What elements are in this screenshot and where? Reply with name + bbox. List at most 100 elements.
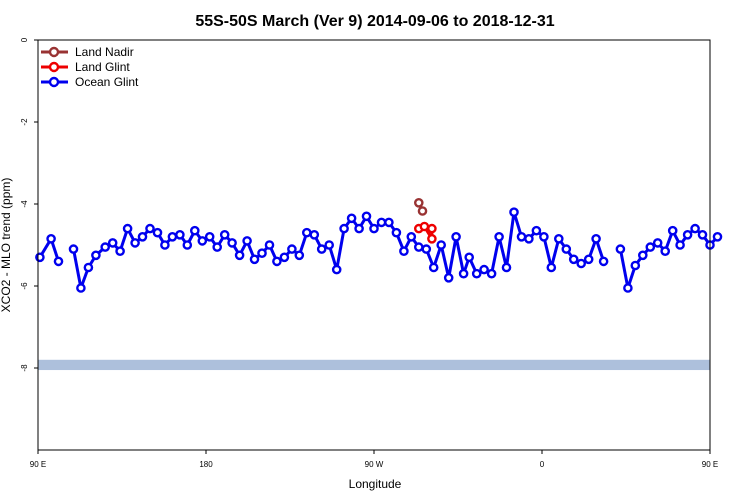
series-land-glint (413, 221, 437, 244)
data-point (486, 268, 497, 279)
x-tick-label: 180 (199, 460, 213, 469)
data-point (546, 262, 557, 273)
data-point (107, 238, 118, 248)
data-point (189, 225, 200, 236)
legend-label: Ocean Glint (75, 75, 139, 89)
data-point (152, 227, 163, 238)
y-tick-label: -4 (20, 200, 29, 208)
data-point (554, 233, 564, 244)
data-point (160, 240, 170, 250)
data-point (145, 223, 155, 234)
data-point (413, 242, 424, 252)
series-line (72, 210, 606, 290)
data-point (660, 246, 671, 256)
data-point (175, 229, 185, 240)
data-point (197, 236, 208, 246)
x-tick-label: 90 E (30, 460, 46, 469)
data-point (682, 229, 693, 240)
data-point (219, 229, 230, 240)
data-point (204, 231, 215, 242)
legend-label: Land Nadir (75, 45, 134, 59)
data-point (623, 283, 633, 293)
data-point (598, 256, 609, 267)
data-point (182, 240, 193, 250)
data-point (464, 252, 475, 263)
y-axis-label: XCO2 - MLO trend (ppm) (0, 178, 13, 313)
data-point (227, 238, 237, 248)
data-point (509, 207, 519, 217)
data-point (458, 268, 469, 279)
data-point (100, 242, 110, 252)
data-point (630, 260, 641, 271)
data-point (369, 223, 379, 234)
data-point (354, 223, 364, 234)
data-point (428, 262, 439, 273)
legend-marker (48, 61, 60, 73)
data-point (591, 233, 601, 244)
data-point (346, 213, 357, 224)
data-point (68, 244, 79, 254)
y-tick-label: 0 (20, 37, 29, 42)
data-point (376, 217, 387, 228)
series-ocean-glint (35, 207, 723, 293)
data-point (417, 206, 428, 216)
data-point (501, 262, 512, 273)
data-point (115, 246, 125, 256)
data-point (391, 227, 402, 238)
data-point (494, 231, 504, 242)
data-point (137, 231, 148, 242)
legend-marker (48, 76, 60, 88)
data-point (287, 244, 297, 254)
data-point (638, 250, 648, 261)
data-point (264, 240, 275, 250)
data-point (234, 250, 245, 261)
data-point (35, 252, 45, 263)
y-tick-label: -8 (20, 364, 29, 372)
x-tick-label: 90 E (702, 460, 718, 469)
data-point (46, 233, 56, 244)
data-point (615, 244, 626, 254)
data-point (675, 240, 685, 250)
data-point (436, 240, 447, 250)
data-point (53, 256, 64, 267)
data-point (384, 217, 394, 228)
band-rect (38, 359, 710, 371)
data-point (524, 233, 534, 244)
data-point (301, 227, 312, 238)
x-tick-label: 0 (540, 460, 545, 469)
data-point (91, 250, 101, 261)
chart-title: 55S-50S March (Ver 9) 2014-09-06 to 2018… (195, 13, 554, 30)
data-point (122, 223, 133, 234)
series-layer (35, 197, 723, 293)
data-point (451, 231, 461, 242)
data-point (667, 225, 678, 236)
legend-marker (48, 46, 60, 58)
data-point (279, 252, 290, 263)
data-point (427, 233, 437, 244)
data-point (309, 229, 320, 240)
data-point (539, 231, 549, 242)
data-point (652, 238, 663, 248)
data-point (419, 221, 430, 232)
data-point (516, 231, 527, 242)
data-point (242, 236, 252, 246)
data-point (421, 244, 432, 254)
y-tick-label: -2 (20, 118, 29, 126)
data-point (576, 258, 587, 269)
data-point (167, 231, 178, 242)
data-point (272, 256, 282, 267)
data-point (257, 248, 267, 258)
data-point (471, 268, 482, 279)
data-point (83, 262, 94, 273)
data-point (645, 242, 656, 252)
data-point (212, 242, 222, 252)
data-point (406, 231, 417, 242)
x-axis-label: Longitude (349, 477, 402, 491)
y-axis-ticks: 0 -2 -4 -6 -8 (20, 37, 38, 372)
data-point (568, 254, 579, 265)
data-point (324, 240, 335, 250)
data-point (697, 229, 708, 240)
data-point (583, 254, 594, 265)
data-point (479, 264, 489, 275)
